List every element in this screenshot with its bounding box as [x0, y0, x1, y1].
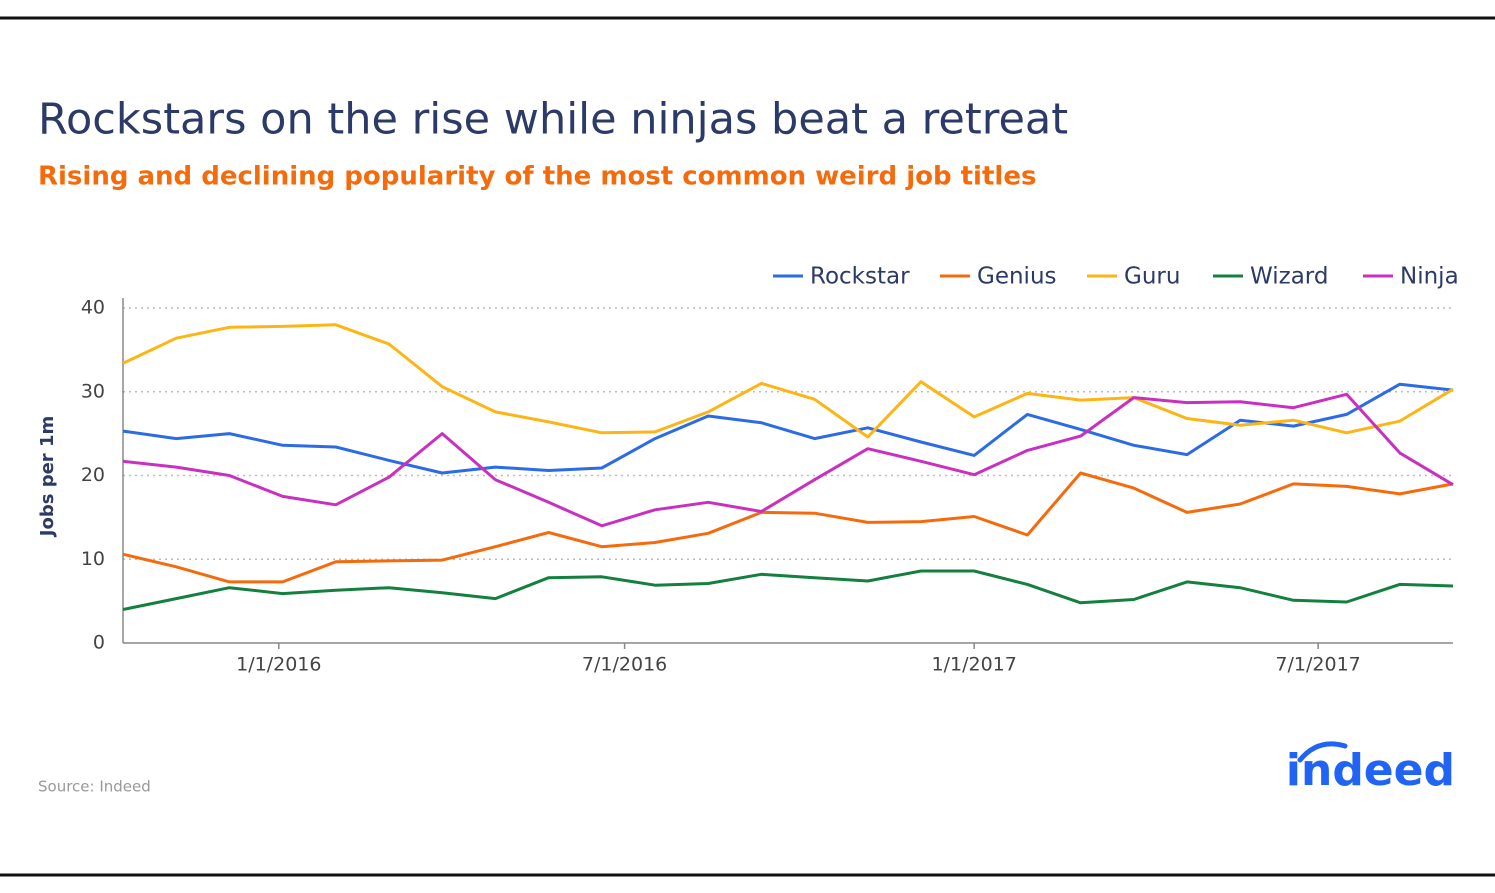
logo: indeed	[1286, 745, 1455, 796]
legend-label: Genius	[977, 264, 1057, 290]
x-tick-label: 1/1/2016	[236, 654, 321, 676]
legend-label: Rockstar	[810, 264, 910, 290]
x-tick-label: 1/1/2017	[932, 654, 1017, 676]
series-line	[122, 392, 1454, 528]
chart-subtitle: Rising and declining popularity of the m…	[38, 162, 1036, 192]
chart-title: Rockstars on the rise while ninjas beat …	[38, 95, 1068, 145]
legend-label: Wizard	[1250, 264, 1328, 290]
y-tick-label: 30	[81, 380, 105, 402]
series-line	[122, 569, 1454, 611]
legend-label: Guru	[1124, 264, 1180, 290]
y-axis-label: Jobs per 1m	[37, 416, 58, 538]
x-tick-label: 7/1/2016	[582, 654, 667, 676]
logo-arc	[1297, 741, 1348, 763]
y-tick-label: 10	[81, 548, 105, 570]
y-tick-label: 40	[81, 297, 105, 319]
series-line	[122, 471, 1454, 584]
series-line	[122, 323, 1454, 439]
y-tick-label: 20	[81, 464, 105, 486]
legend-label: Ninja	[1400, 264, 1459, 290]
source: Source: Indeed	[38, 778, 151, 796]
x-tick-label: 7/1/2017	[1275, 654, 1360, 676]
series-line	[122, 382, 1454, 475]
y-tick-label: 0	[93, 632, 105, 654]
